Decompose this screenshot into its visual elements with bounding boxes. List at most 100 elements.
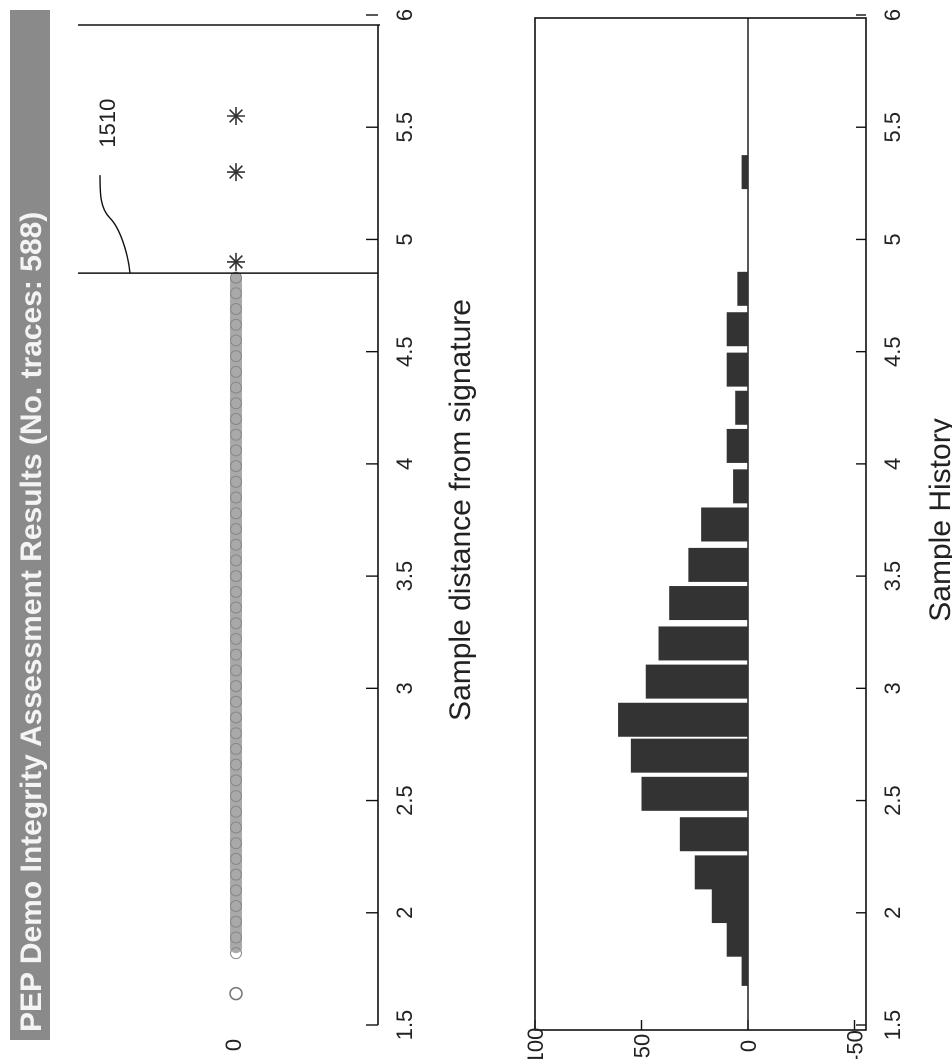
scatter-point — [230, 413, 242, 425]
scatter-point — [230, 695, 242, 708]
scatter-point — [230, 774, 242, 787]
histogram-bar — [741, 951, 748, 986]
scatter-y-tick-label-0: 0 — [221, 1039, 246, 1051]
scatter-point — [230, 711, 242, 724]
histogram-bar — [737, 271, 748, 306]
scatter-point — [230, 444, 242, 457]
histogram-bar — [701, 507, 748, 542]
scatter-x-axis-label: Sample distance from signature — [444, 299, 477, 721]
scatter-point — [230, 522, 242, 535]
chart-title: PEP Demo Integrity Assessment Results (N… — [15, 212, 48, 1032]
scatter-point — [230, 900, 242, 913]
histogram-bar — [726, 312, 748, 347]
scatter-point — [230, 397, 242, 410]
histogram-bar — [726, 352, 748, 387]
bar-x-tick-label: 4.5 — [880, 336, 905, 367]
scatter-point — [230, 632, 242, 645]
scatter-point — [230, 475, 242, 488]
scatter-point — [230, 742, 242, 755]
scatter-asterisk — [227, 163, 245, 182]
scatter-point — [230, 758, 242, 771]
bar-x-tick-label: 2.5 — [880, 785, 905, 816]
scatter-point — [230, 931, 242, 944]
histogram-bar — [679, 817, 748, 852]
histogram-bar — [735, 390, 748, 425]
bar-x-tick-label: 5.5 — [880, 112, 905, 143]
bar-y-tick-label: 0 — [736, 1040, 761, 1052]
histogram-bar — [688, 547, 748, 582]
scatter-asterisk — [227, 252, 245, 271]
scatter-panel: PEP Demo Integrity Assessment Results (N… — [10, 9, 477, 1051]
scatter-point — [230, 318, 242, 331]
bar-plot-frame — [534, 17, 867, 1031]
scatter-point — [230, 821, 242, 834]
scatter-point — [230, 538, 242, 551]
bar-y-tick-label: -50 — [843, 1030, 868, 1059]
scatter-point — [230, 837, 242, 850]
scatter-point — [230, 334, 242, 347]
scatter-point — [230, 601, 242, 614]
histogram-bar — [726, 428, 748, 463]
bar-y-tick-label: 100 — [523, 1028, 548, 1059]
scatter-point — [230, 680, 242, 693]
histogram-bar — [645, 664, 748, 699]
scatter-point — [230, 805, 242, 818]
histogram-bar — [630, 738, 748, 773]
scatter-point — [230, 507, 242, 520]
histogram-bar — [741, 155, 748, 190]
scatter-point — [230, 271, 242, 284]
scatter-point — [230, 790, 242, 803]
bar-x-tick-label: 2 — [880, 907, 905, 919]
scatter-point — [230, 460, 242, 473]
scatter-point — [230, 287, 242, 300]
title-banner — [10, 10, 50, 1040]
scatter-point — [230, 428, 242, 441]
histogram-bar — [618, 702, 748, 737]
scatter-x-tick-label: 3.5 — [392, 561, 417, 592]
scatter-x-tick-label: 6 — [392, 9, 417, 21]
scatter-x-tick-label: 5 — [392, 233, 417, 245]
scatter-x-tick-label: 1.5 — [392, 1010, 417, 1041]
scatter-point — [230, 350, 242, 363]
scatter-x-tick-label: 2 — [392, 907, 417, 919]
histogram-bar — [726, 922, 748, 957]
bar-x-tick-label: 5 — [880, 233, 905, 245]
bar-panel: 1.5 2 2.5 3 3.5 4 4.5 5 5.5 6 -50 0 50 100 Sample His… — [523, 9, 952, 1059]
scatter-point — [230, 868, 242, 881]
scatter-point — [230, 554, 242, 567]
bar-x-tick-label: 6 — [880, 9, 905, 21]
bar-x-tick-label: 3.5 — [880, 561, 905, 592]
scatter-point — [230, 727, 242, 740]
threshold-label: 1510 — [95, 99, 120, 148]
scatter-point — [230, 381, 242, 394]
scatter-x-tick-label: 4 — [392, 458, 417, 470]
scatter-point — [230, 570, 242, 583]
scatter-x-tick-label: 3 — [392, 682, 417, 694]
histogram-bar — [669, 586, 748, 621]
bar-x-tick-label: 3 — [880, 682, 905, 694]
histogram-bar — [641, 776, 748, 811]
scatter-point — [230, 884, 242, 897]
histogram-bar — [694, 855, 748, 890]
histogram-bar — [658, 626, 748, 661]
bar-x-axis-label: Sample History — [924, 418, 952, 621]
scatter-x-tick-label: 2.5 — [392, 785, 417, 816]
scatter-point — [230, 617, 242, 630]
histogram-bar — [733, 469, 748, 504]
scatter-x-tick-label: 4.5 — [392, 336, 417, 367]
scatter-point — [230, 947, 242, 960]
scatter-asterisk — [227, 107, 245, 125]
scatter-point — [230, 664, 242, 677]
scatter-point — [230, 491, 242, 504]
scatter-point — [229, 986, 243, 1001]
scatter-point — [230, 303, 242, 316]
scatter-point — [230, 648, 242, 661]
threshold-leader — [99, 175, 131, 274]
scatter-point — [230, 852, 242, 865]
scatter-point — [230, 365, 242, 378]
histogram-bar — [711, 889, 748, 924]
bar-x-tick-label: 1.5 — [880, 1010, 905, 1041]
bar-y-tick-label: 50 — [630, 1034, 655, 1058]
bar-x-tick-label: 4 — [880, 458, 905, 470]
